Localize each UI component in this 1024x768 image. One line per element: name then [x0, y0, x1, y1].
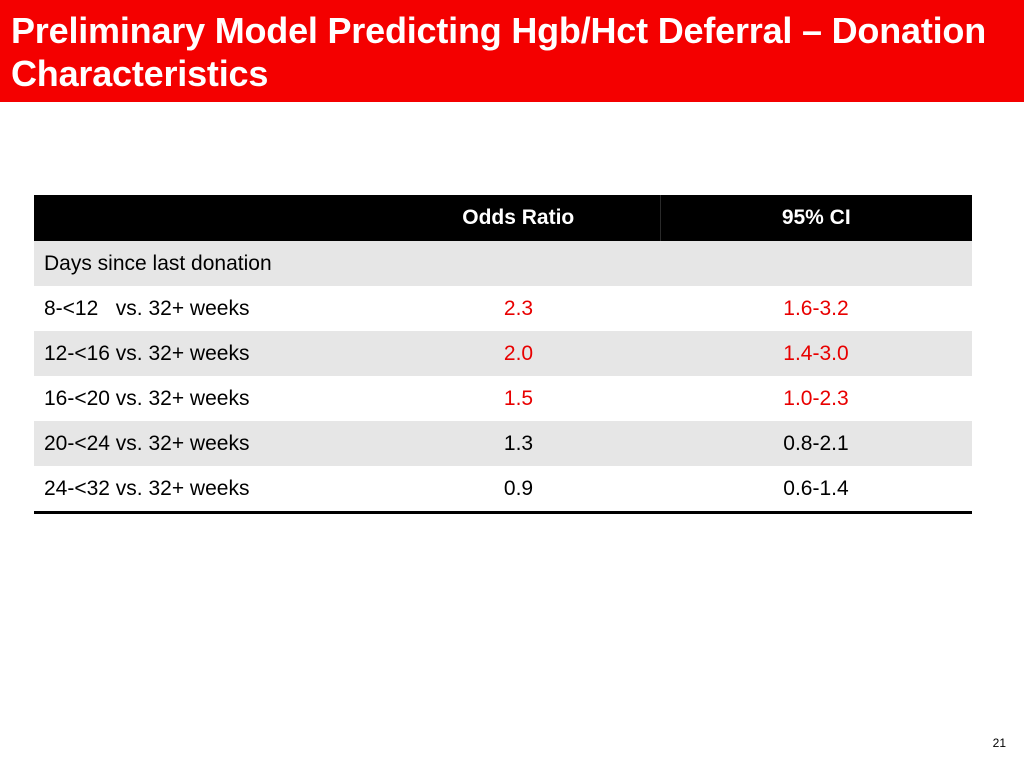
- odds-ratio-table: Odds Ratio 95% CI Days since last donati…: [34, 195, 972, 514]
- table-row: 8-<12 vs. 32+ weeks 2.3 1.6-3.2: [34, 286, 972, 331]
- title-bar: Preliminary Model Predicting Hgb/Hct Def…: [0, 0, 1024, 102]
- ci-value: 0.8-2.1: [660, 421, 972, 466]
- header-cell-blank: [34, 195, 377, 241]
- section-row: Days since last donation: [34, 241, 972, 286]
- slide-title: Preliminary Model Predicting Hgb/Hct Def…: [11, 10, 986, 94]
- page-number: 21: [992, 736, 1006, 750]
- table-row: 12-<16 vs. 32+ weeks 2.0 1.4-3.0: [34, 331, 972, 376]
- row-label: 16-<20 vs. 32+ weeks: [44, 386, 250, 410]
- ci-value: 1.0-2.3: [783, 386, 849, 410]
- row-label: 24-<32 vs. 32+ weeks: [34, 466, 377, 514]
- table-row: 16-<20 vs. 32+ weeks 1.5 1.0-2.3: [34, 376, 972, 421]
- table-row: 24-<32 vs. 32+ weeks 0.9 0.6-1.4: [34, 466, 972, 514]
- section-label: Days since last donation: [34, 241, 377, 286]
- table-row: 20-<24 vs. 32+ weeks 1.3 0.8-2.1: [34, 421, 972, 466]
- row-label: 8-<12 vs. 32+ weeks: [44, 296, 250, 320]
- empty-cell: [660, 241, 972, 286]
- empty-cell: [377, 241, 660, 286]
- odds-ratio-value: 0.9: [377, 466, 660, 514]
- odds-ratio-value: 2.0: [377, 331, 660, 376]
- header-cell-ci: 95% CI: [660, 195, 972, 241]
- odds-ratio-value: 1.3: [377, 421, 660, 466]
- ci-value: 0.6-1.4: [660, 466, 972, 514]
- table-header-row: Odds Ratio 95% CI: [34, 195, 972, 241]
- row-label: 12-<16 vs. 32+ weeks: [34, 331, 377, 376]
- header-cell-odds-ratio: Odds Ratio: [377, 195, 661, 241]
- ci-value: 1.4-3.0: [660, 331, 972, 376]
- odds-ratio-value: 2.3: [503, 296, 534, 320]
- ci-value: 1.6-3.2: [783, 296, 849, 320]
- odds-ratio-value: 1.5: [503, 386, 534, 410]
- row-label: 20-<24 vs. 32+ weeks: [34, 421, 377, 466]
